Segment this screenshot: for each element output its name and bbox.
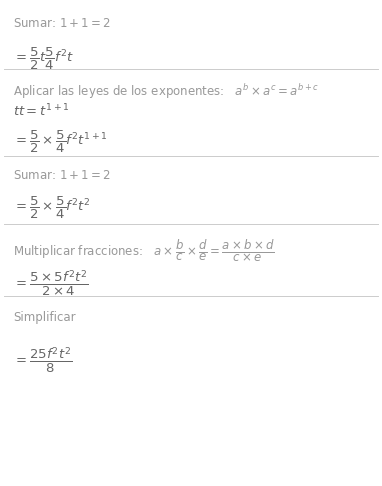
Text: Aplicar las leyes de los exponentes:   $a^b \times a^c = a^{b+c}$: Aplicar las leyes de los exponentes: $a^… bbox=[13, 82, 320, 101]
Text: $= \dfrac{25f^2t^2}{8}$: $= \dfrac{25f^2t^2}{8}$ bbox=[13, 345, 73, 375]
Text: Multiplicar fracciones:   $a \times \dfrac{b}{c} \times \dfrac{d}{e} = \dfrac{a : Multiplicar fracciones: $a \times \dfrac… bbox=[13, 238, 275, 264]
Text: $= \dfrac{5 \times 5f^2t^2}{2 \times 4}$: $= \dfrac{5 \times 5f^2t^2}{2 \times 4}$ bbox=[13, 268, 89, 298]
Text: Sumar: $1 + 1 = 2$: Sumar: $1 + 1 = 2$ bbox=[13, 17, 112, 30]
Text: $= \dfrac{5}{2} \times \dfrac{5}{4}f^2t^2$: $= \dfrac{5}{2} \times \dfrac{5}{4}f^2t^… bbox=[13, 195, 91, 222]
Text: $= \dfrac{5}{2} \times \dfrac{5}{4}f^2t^{1+1}$: $= \dfrac{5}{2} \times \dfrac{5}{4}f^2t^… bbox=[13, 129, 108, 155]
Text: $tt = t^{1+1}$: $tt = t^{1+1}$ bbox=[13, 103, 70, 120]
Text: Sumar: $1 + 1 = 2$: Sumar: $1 + 1 = 2$ bbox=[13, 169, 112, 182]
Text: Simplificar: Simplificar bbox=[13, 311, 76, 324]
Text: $= \dfrac{5}{2}t\dfrac{5}{4}f^2t$: $= \dfrac{5}{2}t\dfrac{5}{4}f^2t$ bbox=[13, 46, 74, 72]
